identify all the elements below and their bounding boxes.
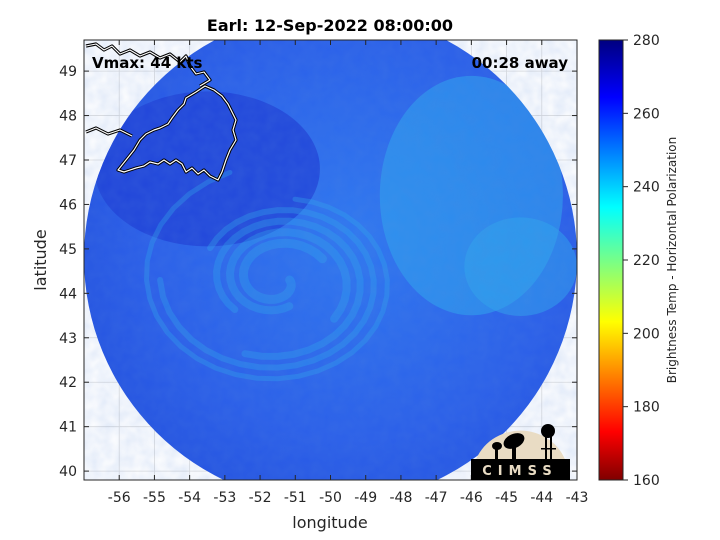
colorbar-bar [598,39,624,481]
colorbar-tick-label: 260 [633,106,660,122]
colorbar-tick-label: 180 [633,400,660,416]
colorbar-tick-label: 280 [633,33,660,49]
colorbar: 160 180 200 220 240 260 280 Brightness Temp - … [598,33,679,489]
y-axis: 40 41 42 43 44 45 46 47 48 49 [59,64,577,480]
colorbar-label: Brightness Temp - Horizontal Polarizatio… [665,137,679,384]
y-tick-label: 43 [59,331,77,347]
logo-radar-dish [492,433,525,459]
logo-water-tower [541,424,556,460]
y-tick-label: 46 [59,197,77,213]
x-tick-label: -54 [178,490,201,506]
chart-title: Earl: 12-Sep-2022 08:00:00 [207,16,453,35]
vmax-annotation: Vmax: 44 kts [92,54,202,72]
colorbar-tick-label: 160 [633,473,660,489]
x-tick-label: -56 [108,490,131,506]
x-tick-label: -45 [495,490,518,506]
logo-banner [471,459,570,480]
newfoundland-coast-inner [117,85,237,181]
y-tick-label: 44 [59,286,77,302]
y-tick-label: 40 [59,464,77,480]
x-tick-label: -49 [354,490,377,506]
x-tick-label: -44 [530,490,553,506]
gulf-coast-inner [85,127,133,137]
swath-texture [84,40,577,480]
x-tick-label: -52 [249,490,272,506]
x-tick-label: -53 [213,490,236,506]
colorbar-tick-label: 200 [633,326,660,342]
swath-field [84,40,577,480]
time-offset-annotation: 00:28 away [472,54,569,72]
x-tick-label: -50 [319,490,342,506]
labrador-coast-inner [85,43,211,87]
cimss-logo: CIMSS [471,424,570,480]
y-tick-label: 41 [59,420,77,436]
y-tick-label: 45 [59,242,77,258]
x-tick-label: -46 [460,490,483,506]
y-axis-label: latitude [31,229,50,290]
logo-text: CIMSS [482,464,557,479]
y-tick-label: 47 [59,153,77,169]
coastline [85,42,238,182]
colorbar-tick-label: 220 [633,253,660,269]
y-tick-label: 42 [59,375,77,391]
y-tick-label: 48 [59,109,77,125]
x-tick-label: -43 [566,490,589,506]
colorbar-tick-label: 240 [633,180,660,196]
x-axis-label: longitude [292,513,367,532]
y-tick-label: 49 [59,64,77,80]
x-tick-label: -48 [389,490,412,506]
x-tick-label: -55 [143,490,166,506]
x-tick-label: -47 [425,490,448,506]
colorbar-ticks: 160 180 200 220 240 260 280 [623,33,660,489]
x-tick-label: -51 [284,490,307,506]
x-axis: -56 -55 -54 -53 -52 -51 -50 -49 -48 -47 -46 -45 -44-… [108,40,589,506]
